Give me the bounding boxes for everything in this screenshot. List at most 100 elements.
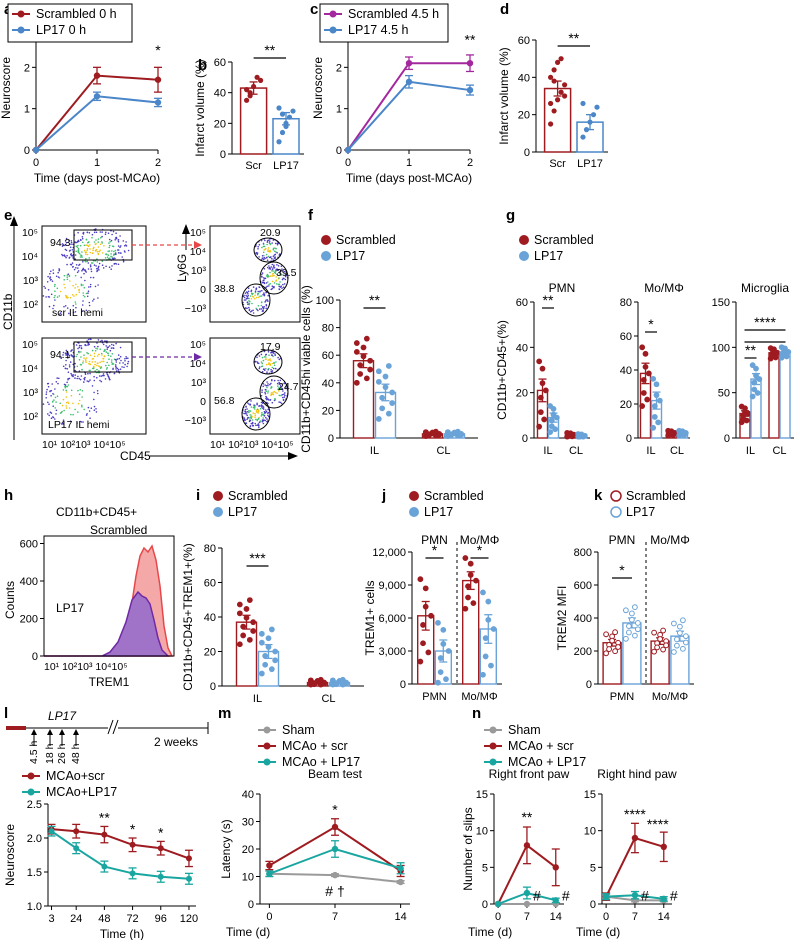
- flow-scr-ly6g-c-event: [254, 291, 257, 294]
- c-point: [344, 146, 352, 154]
- flow-scr-ly6g-c-event: [255, 287, 258, 290]
- g3-dot: [778, 344, 785, 351]
- panel-letter-j: j: [381, 487, 386, 504]
- j-dot: [425, 649, 432, 656]
- flow-scr-event: [61, 243, 64, 245]
- flow-lp17-ly6g-c-event: [262, 417, 265, 419]
- j-dot: [485, 616, 492, 623]
- flow-lp17-ly6g-a-event: [272, 352, 275, 354]
- flow-lp17-event: [78, 359, 81, 361]
- m-point: [331, 871, 339, 879]
- d-dot: [551, 108, 557, 114]
- j-legend-label: LP17: [424, 505, 453, 519]
- flow-lp17-low-event: [54, 388, 56, 390]
- flow-lp17-low-event: [79, 389, 82, 391]
- flow-lp17-ly6g-c-event: [255, 418, 257, 421]
- flow-scr-event: [98, 269, 100, 271]
- j-dot: [473, 577, 479, 584]
- flow-scr-ly6g-c-event: [257, 305, 260, 307]
- flow-lp17-event: [78, 344, 81, 347]
- flow-scr-ly6g-b-event: [270, 266, 273, 268]
- flow-scr-event: [100, 236, 102, 239]
- flow-lp17-low-event: [72, 402, 74, 405]
- k-ytick-label: 200: [574, 646, 592, 658]
- flow-scr-event: [101, 231, 103, 233]
- g2-dot: [653, 392, 660, 399]
- flow-scr-ly6g-b-event: [271, 287, 274, 290]
- flow-scr-event: [109, 257, 111, 260]
- flow-scr-low-event: [87, 292, 89, 294]
- flow-lp17-low-event: [65, 389, 67, 392]
- flow-lp17-low-event: [97, 392, 99, 395]
- flow-lp17-low-event: [66, 381, 68, 384]
- flow-scr-event: [85, 238, 88, 241]
- flow-scr-ly6g-a-event: [272, 247, 275, 250]
- flow-lp17-ly6g-c-event: [262, 406, 265, 408]
- flow-scr-event: [119, 246, 121, 248]
- flow-lp17-low-event: [61, 410, 63, 413]
- flow-scr-event: [105, 253, 107, 255]
- g3a-sig: **: [745, 342, 756, 358]
- flow-scr-low-event: [69, 296, 72, 299]
- n2-ytick-label: 10: [584, 826, 596, 838]
- flow-scr-event: [111, 233, 113, 236]
- a-legend-marker: [17, 10, 25, 18]
- flow-scr-ly6g-b-event: [269, 268, 272, 270]
- flow-scr-event: [65, 242, 68, 244]
- b-dot: [244, 97, 250, 103]
- flow-scr-low-event: [53, 296, 55, 299]
- l-point: [101, 863, 108, 870]
- flow-lp17-event: [111, 353, 114, 355]
- flow-lp17-event: [99, 366, 101, 368]
- flow-lp17-low-event: [77, 411, 79, 413]
- flow-scr-pop: 20.9: [260, 227, 281, 239]
- flow-lp17-ly6g-b-event: [284, 392, 286, 394]
- m-legend-label: MCAo + LP17: [282, 755, 360, 769]
- flow-lp17-event: [107, 352, 109, 355]
- flow-lp17-event: [92, 357, 95, 360]
- flow-lp17-ly6g-b-event: [282, 398, 285, 401]
- flow-lp17-ly6g-c-event: [265, 416, 267, 419]
- flow-scr-ly6g-c-event: [262, 309, 265, 311]
- flow-scr-ly6g-b-event: [281, 287, 283, 289]
- flow-scr-ly6g-b-event: [275, 279, 278, 282]
- flow-scr-event: [103, 245, 105, 247]
- flow-lp17-ly6g-b-event: [278, 387, 280, 389]
- flow-scr-ly6g-b-event: [278, 283, 281, 286]
- flow-lp17-event: [113, 372, 116, 375]
- f-legend-marker: [321, 235, 331, 245]
- flow-lp17-low-event: [62, 419, 65, 422]
- d-ytick-label: 60: [518, 35, 530, 47]
- f-dot: [436, 431, 443, 438]
- flow-scr-event: [65, 237, 68, 240]
- m-point: [397, 865, 404, 872]
- flow-lp17-low-event: [65, 401, 68, 404]
- flow-lp17-ly6g-b-event: [278, 401, 281, 403]
- flow-lp17-ly6g-a-event: [265, 356, 267, 358]
- flow-lp17-ly6g-b-event: [267, 384, 269, 387]
- l-xtick-label: 48: [98, 913, 110, 925]
- g1-xtick-label: CL: [569, 445, 583, 457]
- flow-scr-low-event: [52, 307, 54, 310]
- i-dot: [268, 626, 275, 633]
- flow-lp17-ly6g-c-event: [246, 408, 248, 410]
- l-legend-marker: [27, 788, 35, 796]
- flow-lp17-low-event: [55, 381, 58, 383]
- flow-scr-event: [97, 246, 100, 248]
- flow-lp17-low-event: [47, 385, 50, 388]
- g1-dot: [542, 387, 549, 394]
- flow-lp17-event: [119, 368, 122, 371]
- flow-lp17-low-event: [56, 377, 58, 379]
- flow-scr-event: [95, 239, 97, 241]
- flow-lp17-ly6g-a-event: [265, 367, 267, 370]
- g1-dot: [547, 403, 554, 409]
- j-dot: [482, 653, 489, 660]
- flow-lp17-ly6g-b-event: [265, 384, 268, 387]
- flow-lp17-event: [102, 373, 105, 375]
- a-point: [154, 99, 162, 106]
- flow-scr-event: [90, 262, 93, 264]
- flow-lp17-low-event: [50, 395, 52, 397]
- flow-scr-ly6g-b-event: [272, 270, 274, 272]
- flow-lp17-ly6g-a-event: [265, 353, 268, 356]
- flow-scr-ly6g-b-event: [280, 269, 283, 272]
